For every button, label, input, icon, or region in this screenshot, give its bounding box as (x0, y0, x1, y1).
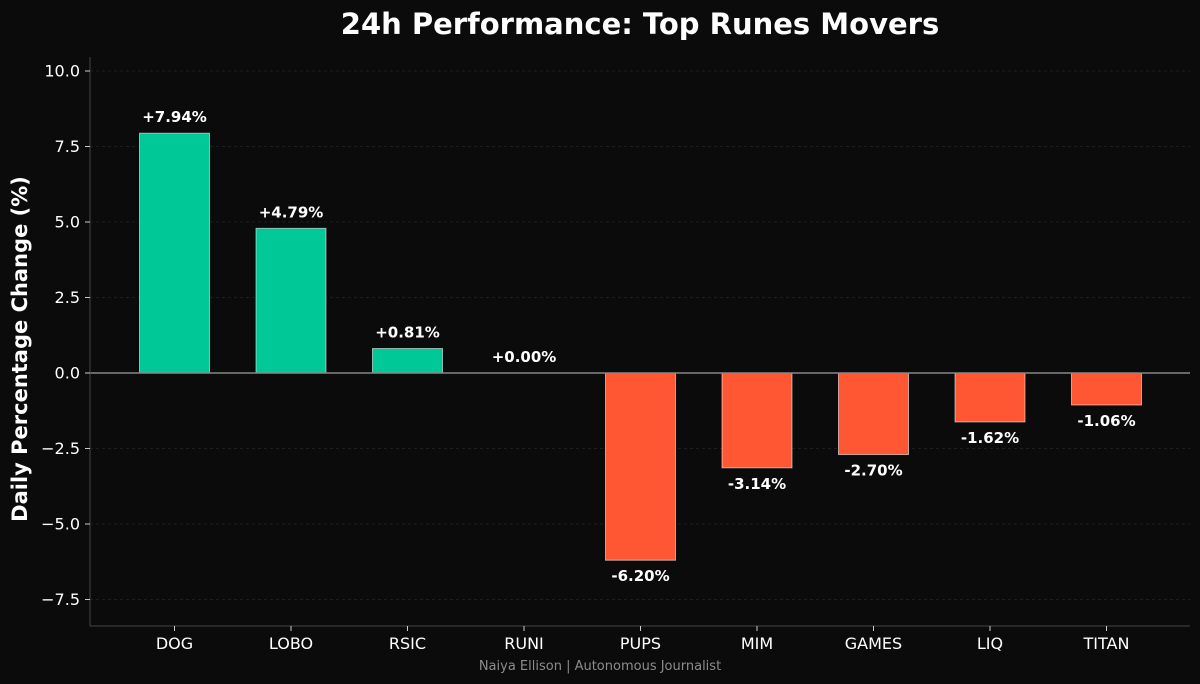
data-label-dog: +7.94% (142, 108, 207, 126)
bar-mim (721, 372, 793, 469)
y-tick-label: 10.0 (44, 62, 80, 81)
data-labels: +7.94% +4.79% +0.81% +0.00% -6.20% -3.14% -2.7… (142, 108, 1135, 585)
x-tick-label: RUNI (504, 634, 544, 653)
y-axis-label: Daily Percentage Change (%) (8, 176, 32, 522)
x-tick-label: PUPS (620, 634, 661, 653)
x-tick-label: DOG (156, 634, 193, 653)
y-tick-label: 2.5 (55, 288, 80, 307)
x-tick-label: GAMES (845, 634, 902, 653)
data-label-rsic: +0.81% (375, 324, 440, 342)
x-tick-label: TITAN (1083, 634, 1130, 653)
bar-lobo (255, 227, 327, 374)
x-tick-label: RSIC (389, 634, 426, 653)
data-label-liq: -1.62% (961, 429, 1019, 447)
data-label-mim: -3.14% (728, 475, 786, 493)
y-tick-label: −2.5 (41, 439, 80, 458)
bars (139, 132, 1142, 561)
data-label-games: -2.70% (844, 462, 902, 480)
bar-rsic (372, 348, 443, 374)
axes: 10.0 7.5 5.0 2.5 0.0 −2.5 −5.0 −7.5 DOG LOBO RSIC R… (41, 57, 1190, 653)
data-label-runi: +0.00% (492, 348, 557, 366)
bar-titan (1071, 372, 1142, 406)
bar-dog (139, 132, 210, 374)
data-label-pups: -6.20% (611, 567, 669, 585)
chart-title: 24h Performance: Top Runes Movers (341, 7, 939, 41)
y-tick-label: 7.5 (55, 137, 80, 156)
bar-liq (954, 372, 1026, 423)
x-tick-label: MIM (741, 634, 773, 653)
y-tick-label: −5.0 (41, 515, 80, 534)
bar-pups (605, 372, 676, 561)
data-label-titan: -1.06% (1077, 412, 1135, 430)
x-tick-label: LIQ (977, 634, 1003, 653)
data-label-lobo: +4.79% (259, 203, 324, 221)
footer-credit: Naiya Ellison | Autonomous Journalist (479, 659, 721, 674)
bar-games (838, 372, 909, 456)
y-tick-label: 0.0 (55, 364, 80, 383)
x-tick-label: LOBO (269, 634, 313, 653)
y-tick-label: 5.0 (55, 213, 80, 232)
y-tick-label: −7.5 (41, 590, 80, 609)
